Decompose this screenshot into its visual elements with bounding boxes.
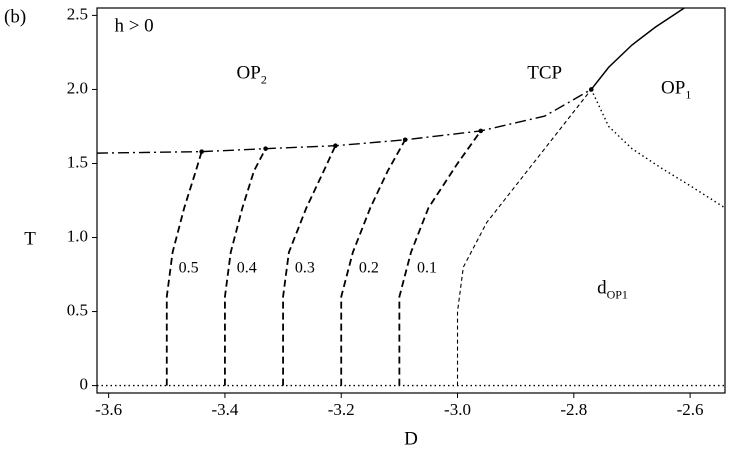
annotation: TCP xyxy=(527,63,562,84)
annotation-text: d xyxy=(597,278,607,299)
end-point xyxy=(588,87,594,92)
plot-frame xyxy=(96,7,726,394)
y-tick-label: 1.5 xyxy=(67,152,88,171)
annotation-subscript: 2 xyxy=(261,72,267,86)
annotation-text: TCP xyxy=(527,63,562,84)
annotation: dOP1 xyxy=(597,278,628,301)
curve xyxy=(590,89,725,209)
curve xyxy=(590,8,685,90)
curve-label: 0.5 xyxy=(179,259,199,276)
x-tick-label: -3.6 xyxy=(95,400,122,419)
panel-label: (b) xyxy=(4,6,26,27)
annotation-text: OP xyxy=(237,63,261,84)
curve xyxy=(165,151,203,386)
x-tick-label: -3.4 xyxy=(211,400,238,419)
end-point xyxy=(402,137,408,143)
y-tick-label: 2.0 xyxy=(67,78,88,97)
curve xyxy=(456,89,592,386)
annotation-subscript: OP1 xyxy=(607,287,628,301)
annotation: OP2 xyxy=(237,63,267,86)
y-axis-label: T xyxy=(24,228,36,249)
end-point xyxy=(263,146,268,151)
y-tick-label: 0 xyxy=(80,375,89,394)
curve-label: 0.4 xyxy=(237,259,257,276)
x-tick-label: -3.0 xyxy=(444,400,471,419)
annotation-subscript: 1 xyxy=(685,87,691,101)
plot-area xyxy=(97,8,725,387)
end-point xyxy=(333,143,338,149)
curve xyxy=(97,88,592,154)
annotation-text: h > 0 xyxy=(114,16,153,37)
x-tick-label: -2.6 xyxy=(677,400,704,419)
annotation: OP1 xyxy=(661,78,691,101)
curve-label: 0.1 xyxy=(417,259,437,276)
annotation-text: OP xyxy=(661,78,685,99)
curve xyxy=(340,139,406,386)
x-tick-label: -2.8 xyxy=(560,400,587,419)
curve xyxy=(224,148,267,386)
curve xyxy=(282,145,337,386)
x-axis-label: D xyxy=(404,428,418,449)
y-tick-label: 2.5 xyxy=(67,4,88,23)
curve-label: 0.2 xyxy=(359,259,379,276)
end-point xyxy=(478,128,484,134)
y-tick-label: 0.5 xyxy=(67,300,88,319)
x-tick-label: -3.2 xyxy=(328,400,355,419)
end-point xyxy=(199,149,204,154)
curve-label: 0.3 xyxy=(295,259,315,276)
y-tick-label: 1.0 xyxy=(67,226,88,245)
curve xyxy=(398,130,482,386)
annotation: h > 0 xyxy=(114,16,153,37)
